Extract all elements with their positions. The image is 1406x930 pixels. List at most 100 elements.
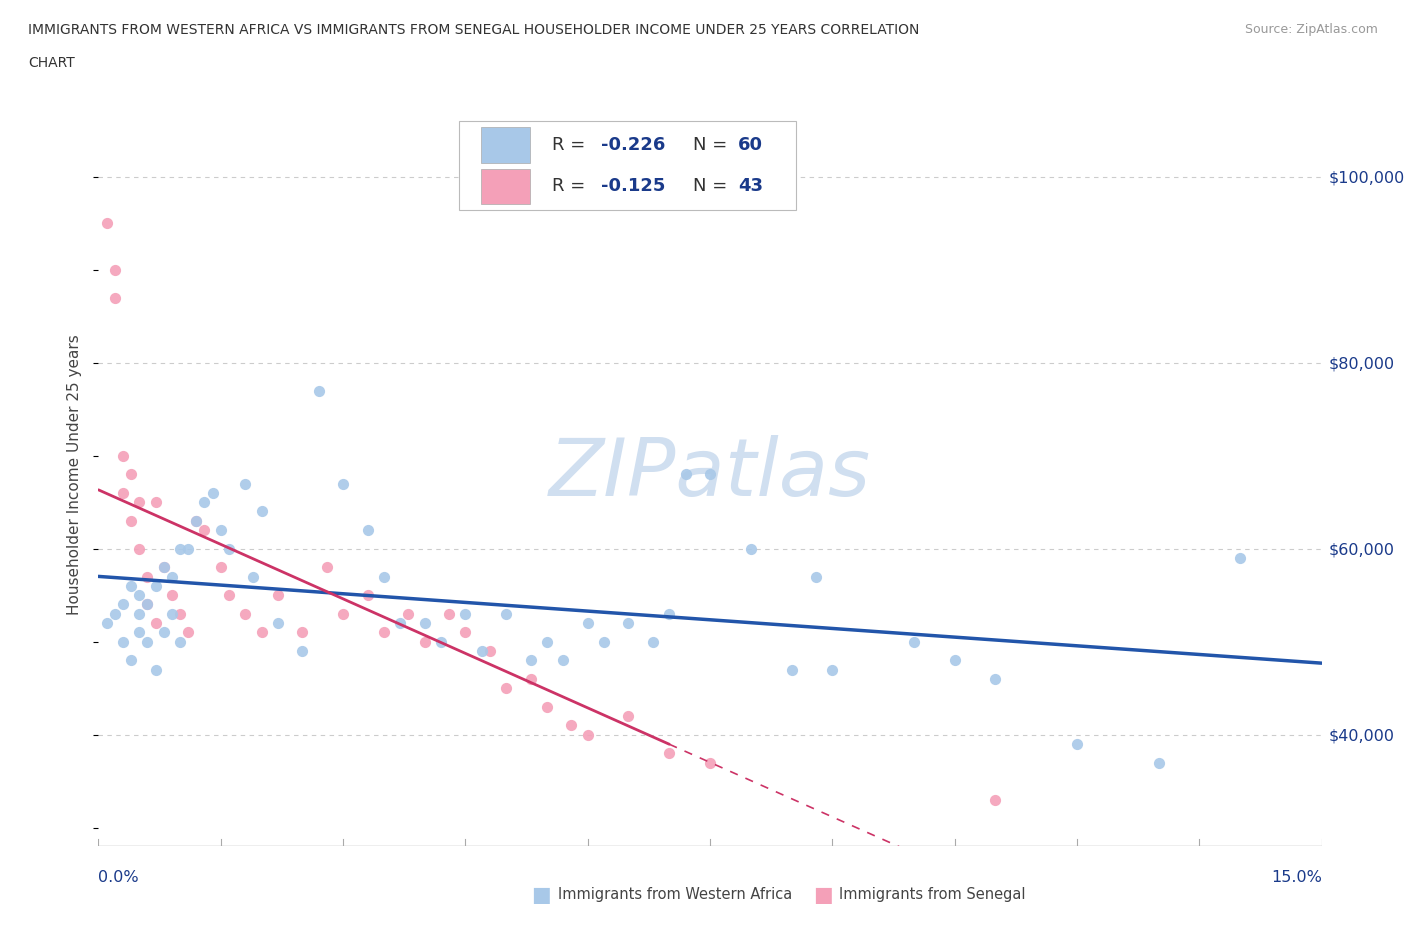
Point	[356, 588, 378, 603]
Point	[233, 476, 256, 491]
Point	[396, 606, 419, 621]
Point	[160, 569, 183, 584]
Point	[1229, 551, 1251, 565]
Point	[430, 634, 453, 649]
Point	[373, 625, 395, 640]
Point	[740, 541, 762, 556]
Text: 60: 60	[738, 136, 763, 153]
Point	[675, 467, 697, 482]
Point	[193, 495, 215, 510]
Point	[177, 541, 200, 556]
Point	[658, 746, 681, 761]
Point	[136, 634, 159, 649]
Point	[454, 606, 477, 621]
Point	[145, 662, 167, 677]
Point	[120, 513, 142, 528]
Point	[120, 653, 142, 668]
Point	[209, 560, 232, 575]
Point	[152, 560, 174, 575]
Text: N =: N =	[693, 178, 733, 195]
Point	[193, 523, 215, 538]
Point	[169, 541, 191, 556]
Point	[389, 616, 412, 631]
Point	[233, 606, 256, 621]
Point	[617, 709, 640, 724]
Text: ■: ■	[813, 884, 832, 905]
Text: 15.0%: 15.0%	[1271, 870, 1322, 884]
Point	[495, 681, 517, 696]
Point	[104, 290, 127, 305]
Point	[699, 467, 721, 482]
Bar	[481, 168, 530, 205]
Point	[145, 616, 167, 631]
Text: -0.226: -0.226	[602, 136, 665, 153]
Point	[145, 495, 167, 510]
Point	[478, 644, 501, 658]
Point	[576, 616, 599, 631]
Point	[593, 634, 616, 649]
Point	[291, 644, 314, 658]
Point	[136, 597, 159, 612]
Point	[152, 625, 174, 640]
Point	[209, 523, 232, 538]
Point	[128, 606, 150, 621]
Point	[267, 616, 290, 631]
Point	[120, 578, 142, 593]
Point	[111, 485, 134, 500]
Text: N =: N =	[693, 136, 733, 153]
Text: ■: ■	[531, 884, 551, 905]
Point	[186, 513, 208, 528]
Text: Immigrants from Senegal: Immigrants from Senegal	[839, 887, 1026, 902]
Point	[104, 262, 127, 277]
Point	[454, 625, 477, 640]
Point	[218, 588, 240, 603]
Point	[576, 727, 599, 742]
Point	[1147, 755, 1170, 770]
Point	[111, 448, 134, 463]
Point	[471, 644, 494, 658]
Point	[169, 634, 191, 649]
Text: 43: 43	[738, 178, 763, 195]
Text: 0.0%: 0.0%	[98, 870, 139, 884]
Point	[160, 606, 183, 621]
Point	[437, 606, 460, 621]
Point	[617, 616, 640, 631]
Point	[218, 541, 240, 556]
Point	[267, 588, 290, 603]
Point	[136, 597, 159, 612]
Point	[177, 625, 200, 640]
Point	[984, 671, 1007, 686]
Point	[553, 653, 575, 668]
Point	[169, 606, 191, 621]
Point	[413, 634, 436, 649]
Text: ZIPatlas: ZIPatlas	[548, 435, 872, 513]
Point	[201, 485, 224, 500]
Point	[152, 560, 174, 575]
Point	[128, 588, 150, 603]
Point	[519, 653, 541, 668]
Text: R =: R =	[553, 136, 592, 153]
Point	[308, 383, 330, 398]
Point	[128, 625, 150, 640]
Point	[536, 634, 558, 649]
FancyBboxPatch shape	[460, 121, 796, 210]
Bar	[481, 126, 530, 163]
Point	[943, 653, 966, 668]
Point	[104, 606, 127, 621]
Point	[536, 699, 558, 714]
Point	[332, 476, 354, 491]
Point	[315, 560, 337, 575]
Point	[120, 467, 142, 482]
Point	[519, 671, 541, 686]
Text: Immigrants from Western Africa: Immigrants from Western Africa	[558, 887, 793, 902]
Point	[804, 569, 827, 584]
Point	[641, 634, 664, 649]
Point	[495, 606, 517, 621]
Point	[186, 513, 208, 528]
Point	[658, 606, 681, 621]
Point	[250, 504, 273, 519]
Text: Source: ZipAtlas.com: Source: ZipAtlas.com	[1244, 23, 1378, 36]
Point	[821, 662, 844, 677]
Point	[145, 578, 167, 593]
Point	[128, 495, 150, 510]
